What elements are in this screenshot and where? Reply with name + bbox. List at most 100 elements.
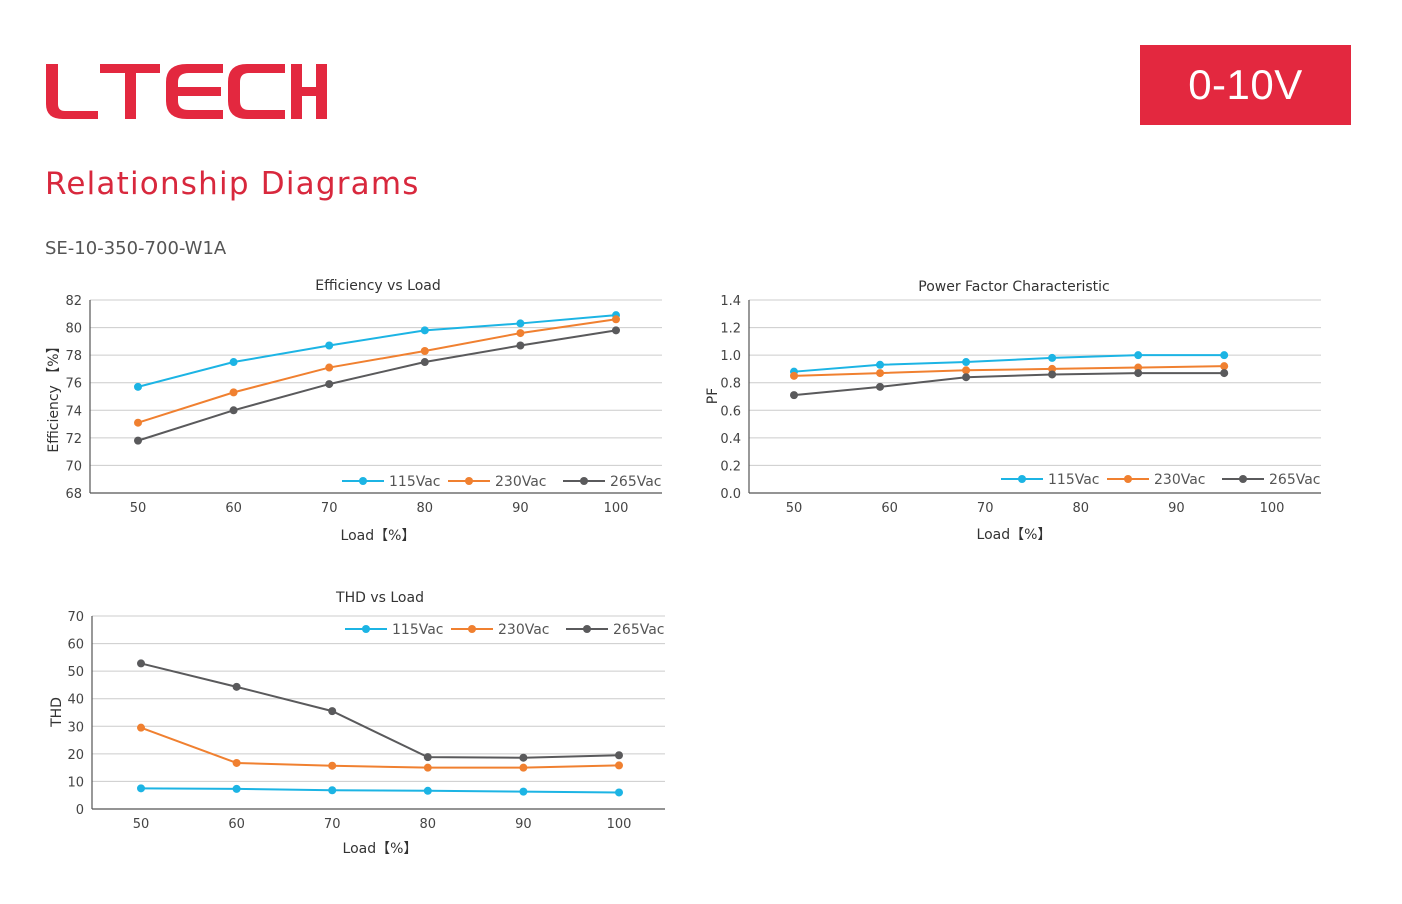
y-axis-label: Efficiency 【%】	[46, 339, 62, 452]
y-tick-label: 68	[65, 487, 82, 502]
series-line-115Vac	[137, 314, 617, 388]
x-axis-label: Load【%】	[343, 841, 418, 857]
data-point	[516, 329, 525, 338]
x-tick-label: 70	[324, 817, 341, 832]
y-tick-label: 70	[65, 459, 82, 474]
x-axis-label: Load【%】	[341, 528, 416, 544]
data-point	[420, 358, 429, 367]
y-tick-label: 80	[65, 322, 82, 337]
y-tick-label: 10	[67, 775, 84, 790]
y-tick-label: 0	[76, 803, 84, 818]
legend-swatch-marker	[583, 625, 591, 633]
data-point	[790, 391, 798, 400]
legend-swatch-marker	[1124, 475, 1132, 483]
x-tick-label: 90	[515, 817, 532, 832]
x-tick-label: 70	[321, 501, 338, 516]
data-point	[423, 753, 432, 762]
data-point	[137, 784, 145, 793]
series-line-265Vac	[793, 372, 1225, 397]
x-tick-label: 80	[417, 501, 434, 516]
data-point	[325, 380, 334, 389]
y-tick-label: 50	[67, 665, 84, 680]
y-tick-label: 0.4	[720, 432, 741, 447]
data-point	[325, 363, 334, 372]
data-point	[232, 682, 241, 691]
x-tick-label: 50	[130, 501, 147, 516]
data-point	[876, 360, 885, 369]
x-tick-label: 60	[228, 817, 245, 832]
x-axis-label: Load【%】	[977, 527, 1052, 543]
data-point	[328, 761, 337, 770]
legend-swatch-marker	[362, 625, 370, 633]
legend-swatch-marker	[465, 477, 473, 485]
y-tick-label: 72	[65, 432, 82, 447]
x-tick-label: 100	[1260, 501, 1285, 516]
data-point	[229, 358, 238, 367]
x-tick-label: 90	[512, 501, 529, 516]
legend-swatch-marker	[468, 625, 476, 633]
legend-swatch-marker	[1018, 475, 1026, 483]
section-title: Relationship Diagrams	[45, 166, 420, 202]
legend-label: 265Vac	[610, 474, 662, 490]
data-point	[229, 406, 238, 415]
data-point	[134, 418, 142, 427]
y-tick-label: 78	[65, 349, 82, 364]
x-tick-label: 50	[786, 501, 803, 516]
x-tick-label: 60	[225, 501, 242, 516]
x-tick-label: 90	[1168, 501, 1185, 516]
legend-label: 230Vac	[498, 622, 550, 638]
data-point	[615, 751, 623, 760]
data-point	[420, 326, 429, 335]
x-tick-label: 80	[420, 817, 437, 832]
data-point	[612, 315, 620, 324]
series-line-115Vac	[140, 787, 620, 794]
data-point	[420, 347, 429, 356]
y-tick-label: 1.2	[720, 322, 741, 337]
data-point	[1220, 351, 1229, 360]
y-tick-label: 40	[67, 693, 84, 708]
x-tick-label: 80	[1073, 501, 1090, 516]
data-point	[328, 707, 337, 716]
y-tick-label: 60	[67, 638, 84, 653]
series-line-230Vac	[140, 726, 620, 769]
x-tick-label: 60	[881, 501, 898, 516]
data-point	[137, 659, 145, 668]
y-axis-label: PF	[705, 388, 721, 405]
data-point	[519, 787, 528, 796]
data-point	[423, 763, 432, 772]
data-point	[516, 319, 525, 328]
y-tick-label: 0.2	[720, 459, 741, 474]
y-axis-label: THD	[49, 697, 65, 728]
data-point	[229, 388, 238, 397]
y-tick-label: 0.0	[720, 487, 741, 502]
ltech-logo	[46, 64, 327, 119]
y-tick-label: 20	[67, 748, 84, 763]
chart-title: THD vs Load	[335, 590, 424, 606]
legend-label: 265Vac	[613, 622, 665, 638]
data-point	[1134, 369, 1143, 378]
data-point	[1220, 369, 1229, 378]
data-point	[790, 371, 798, 380]
data-point	[232, 784, 241, 793]
data-point	[962, 358, 971, 367]
data-point	[137, 723, 145, 732]
legend-swatch-marker	[1239, 475, 1247, 483]
legend-label: 115Vac	[1048, 472, 1100, 488]
model-number: SE-10-350-700-W1A	[45, 238, 227, 259]
data-point	[423, 786, 432, 795]
y-tick-label: 30	[67, 720, 84, 735]
series-line-230Vac	[137, 318, 617, 424]
y-tick-label: 0.8	[720, 377, 741, 392]
series-line-265Vac	[140, 662, 620, 759]
chart-title: Efficiency vs Load	[315, 278, 441, 294]
x-tick-label: 100	[607, 817, 632, 832]
legend-label: 230Vac	[1154, 472, 1206, 488]
data-point	[1048, 364, 1057, 373]
data-point	[232, 758, 241, 767]
data-point	[325, 341, 334, 350]
legend-label: 115Vac	[392, 622, 444, 638]
legend-swatch-marker	[580, 477, 588, 485]
y-tick-label: 0.6	[720, 404, 741, 419]
